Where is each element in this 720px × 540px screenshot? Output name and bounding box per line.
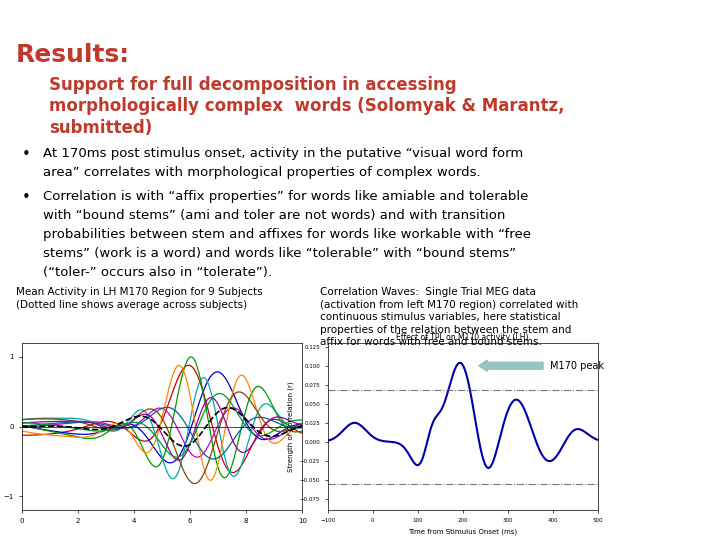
- Text: continuous stimulus variables, here statistical: continuous stimulus variables, here stat…: [320, 312, 561, 322]
- Text: Results:: Results:: [16, 43, 130, 67]
- Text: •: •: [22, 190, 30, 205]
- Text: morphologically complex  words (Solomyak & Marantz,: morphologically complex words (Solomyak …: [49, 97, 564, 115]
- Text: M170 peak: M170 peak: [550, 361, 604, 371]
- Text: area” correlates with morphological properties of complex words.: area” correlates with morphological prop…: [43, 166, 481, 179]
- Text: Support for full decomposition in accessing: Support for full decomposition in access…: [49, 76, 456, 93]
- Text: (“toler-” occurs also in “tolerate”).: (“toler-” occurs also in “tolerate”).: [43, 266, 272, 279]
- Text: with “bound stems” (ami and toler are not words) and with transition: with “bound stems” (ami and toler are no…: [43, 209, 505, 222]
- Y-axis label: Strength of Correlation (r): Strength of Correlation (r): [287, 381, 294, 472]
- Text: probabilities between stem and affixes for words like workable with “free: probabilities between stem and affixes f…: [43, 228, 531, 241]
- Text: Correlation is with “affix properties” for words like amiable and tolerable: Correlation is with “affix properties” f…: [43, 190, 528, 203]
- Text: Correlation Waves:  Single Trial MEG data: Correlation Waves: Single Trial MEG data: [320, 287, 536, 298]
- Text: Mean Activity in LH M170 Region for 9 Subjects: Mean Activity in LH M170 Region for 9 Su…: [16, 287, 263, 298]
- Text: stems” (work is a word) and words like “tolerable” with “bound stems”: stems” (work is a word) and words like “…: [43, 247, 516, 260]
- FancyArrowPatch shape: [479, 360, 543, 372]
- Title: Effect of TPL on M170 activity (LH): Effect of TPL on M170 activity (LH): [396, 333, 529, 342]
- Text: •: •: [22, 147, 30, 162]
- Text: (activation from left M170 region) correlated with: (activation from left M170 region) corre…: [320, 300, 579, 310]
- Text: At 170ms post stimulus onset, activity in the putative “visual word form: At 170ms post stimulus onset, activity i…: [43, 147, 523, 160]
- Text: affix for words with free and bound stems.: affix for words with free and bound stem…: [320, 337, 542, 347]
- X-axis label: Time from Stimulus Onset (ms): Time from Stimulus Onset (ms): [408, 529, 517, 535]
- Text: properties of the relation between the stem and: properties of the relation between the s…: [320, 325, 572, 335]
- Text: submitted): submitted): [49, 119, 152, 137]
- Text: (Dotted line shows average across subjects): (Dotted line shows average across subjec…: [16, 300, 247, 310]
